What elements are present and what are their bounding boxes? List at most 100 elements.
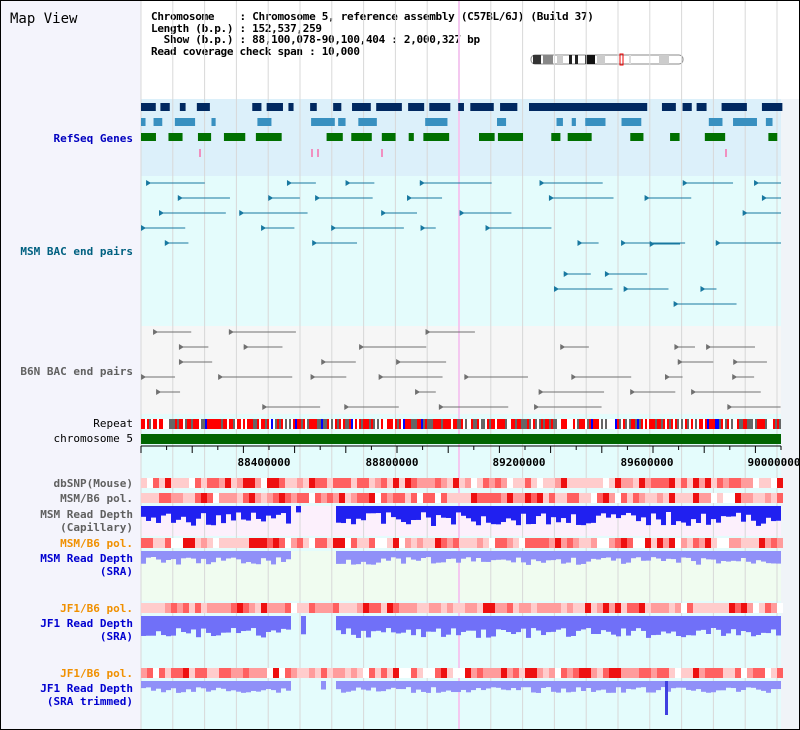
msm-sra-depth-bar bbox=[346, 551, 351, 560]
msm-capillary-depth-bar bbox=[621, 506, 626, 516]
b6n-bac-pair-end bbox=[344, 404, 350, 410]
vertical-scrollbar[interactable] bbox=[781, 99, 799, 729]
b6n-bac-pair-end bbox=[396, 359, 402, 365]
repeat-segment bbox=[587, 419, 589, 429]
jf1-sra-depth-bar bbox=[556, 616, 561, 630]
jf1-depth-sra-label[interactable]: JF1 Read Depth (SRA) bbox=[40, 617, 133, 643]
msm-bac-pair-end bbox=[146, 180, 152, 186]
msm-b6-pol-cell bbox=[267, 493, 273, 503]
jf1-b6-pol-cell bbox=[525, 603, 531, 613]
repeat-segment bbox=[341, 419, 343, 429]
msm-sra-depth-bar bbox=[436, 551, 441, 563]
gene-feature bbox=[761, 103, 783, 111]
msm-b6-pol-cell bbox=[549, 493, 555, 503]
repeat-segment bbox=[611, 419, 613, 429]
msm-depth-capillary-label[interactable]: MSM Read Depth (Capillary) bbox=[40, 508, 133, 534]
jf1-depth-trimmed-label[interactable]: JF1 Read Depth (SRA trimmed) bbox=[40, 682, 133, 708]
msm-b6-pol-cell bbox=[261, 493, 267, 503]
jf1-b6-pol-cell bbox=[765, 603, 771, 613]
repeat-segment bbox=[753, 419, 755, 429]
repeat-segment bbox=[373, 419, 375, 429]
msm-b6-pol-cell bbox=[705, 538, 711, 548]
jf1-trimmed-depth-bar bbox=[606, 681, 611, 693]
jf1-b6-pol-cell bbox=[285, 603, 291, 613]
jf1-b6-pol-cell bbox=[243, 603, 249, 613]
msm-b6-pol-cell bbox=[273, 493, 279, 503]
msm-capillary-depth-bar bbox=[531, 506, 536, 524]
chromosome-ideogram[interactable] bbox=[529, 53, 689, 67]
msm-b6-pol-cell bbox=[285, 538, 291, 548]
jf1-trimmed-depth-bar bbox=[601, 681, 606, 690]
jf1-trimmed-depth-bar bbox=[236, 681, 241, 692]
jf1-b6-pol-label[interactable]: JF1/B6 pol. bbox=[60, 602, 133, 615]
ideogram-band bbox=[543, 55, 553, 64]
jf1-trimmed-depth-bar bbox=[256, 681, 261, 692]
msm-capillary-depth-bar bbox=[146, 506, 151, 521]
refseq-label[interactable]: RefSeq Genes bbox=[53, 132, 133, 145]
dbsnp-cell bbox=[591, 478, 597, 488]
repeat-segment bbox=[763, 419, 765, 429]
msm-bac-label[interactable]: MSM BAC end pairs bbox=[20, 245, 133, 258]
msm-b6-pol-cell bbox=[765, 538, 771, 548]
msm-b6-pol-sra-label[interactable]: MSM/B6 pol. bbox=[60, 537, 133, 550]
repeat-segment bbox=[731, 419, 733, 429]
repeat-segment bbox=[389, 419, 391, 429]
jf1-sra-depth-bar bbox=[231, 616, 236, 629]
jf1-b6-pol-cell bbox=[759, 603, 765, 613]
msm-capillary-depth-bar bbox=[421, 506, 426, 513]
msm-b6-pol-cell bbox=[627, 493, 633, 503]
msm-sra-depth-bar bbox=[676, 551, 681, 563]
b6n-bac-label[interactable]: B6N BAC end pairs bbox=[20, 365, 133, 378]
jf1-trimmed-depth-bar bbox=[146, 681, 151, 688]
jf1-trimmed-depth-bar bbox=[741, 681, 746, 691]
msm-bac-pair-end bbox=[577, 240, 583, 246]
jf1-b6-pol-cell bbox=[699, 668, 705, 678]
dbsnp-cell bbox=[753, 478, 759, 488]
msm-b6-pol-cell bbox=[339, 538, 345, 548]
dbsnp-cell bbox=[561, 478, 567, 488]
jf1-sra-depth-bar bbox=[511, 616, 516, 635]
msm-sra-depth-bar bbox=[646, 551, 651, 561]
dbsnp-label[interactable]: dbSNP(Mouse) bbox=[53, 477, 133, 490]
dbsnp-cell bbox=[477, 478, 483, 488]
repeat-segment bbox=[651, 419, 653, 429]
jf1-trimmed-depth-bar bbox=[711, 681, 716, 693]
jf1-sra-depth-bar bbox=[176, 616, 181, 629]
jf1-sra-depth-bar bbox=[221, 616, 226, 633]
jf1-b6-pol-cell bbox=[231, 668, 237, 678]
jf1-b6-pol-cell bbox=[741, 603, 747, 613]
jf1-b6-pol-cell bbox=[219, 603, 225, 613]
msm-b6-pol-cell bbox=[723, 493, 729, 503]
msm-sra-depth-bar bbox=[176, 551, 181, 565]
msm-b6-pol-cell bbox=[531, 538, 537, 548]
repeat-segment bbox=[255, 419, 257, 429]
repeat-segment bbox=[455, 419, 457, 429]
repeat-segment bbox=[613, 419, 615, 429]
jf1-b6-pol-cell bbox=[171, 668, 177, 678]
repeat-segment bbox=[201, 419, 203, 429]
msm-sra-depth-bar bbox=[491, 551, 496, 561]
jf1-b6-pol-cell bbox=[537, 668, 543, 678]
msm-b6-pol-cell bbox=[183, 538, 189, 548]
msm-b6-pol-label[interactable]: MSM/B6 pol. bbox=[60, 492, 133, 505]
jf1-b6-pol-trimmed-label[interactable]: JF1/B6 pol. bbox=[60, 667, 133, 680]
repeat-segment bbox=[573, 419, 575, 429]
track-label-column bbox=[1, 1, 141, 729]
msm-b6-pol-cell bbox=[585, 538, 591, 548]
dbsnp-cell bbox=[579, 478, 585, 488]
repeat-segment bbox=[525, 419, 527, 429]
ideogram-band bbox=[585, 55, 595, 64]
repeat-segment bbox=[655, 419, 657, 429]
repeat-segment bbox=[771, 419, 773, 429]
b6n-bac-pair-end bbox=[425, 329, 431, 335]
msm-b6-pol-cell bbox=[657, 493, 663, 503]
repeat-segment bbox=[317, 419, 319, 429]
dbsnp-cell bbox=[489, 478, 495, 488]
repeat-segment bbox=[409, 419, 411, 429]
msm-depth-sra-label[interactable]: MSM Read Depth (SRA) bbox=[40, 552, 133, 578]
repeat-segment bbox=[237, 419, 239, 429]
msm-bac-pair-end bbox=[604, 271, 610, 277]
msm-capillary-depth-bar bbox=[176, 506, 181, 520]
jf1-trimmed-depth-bar bbox=[226, 681, 231, 692]
